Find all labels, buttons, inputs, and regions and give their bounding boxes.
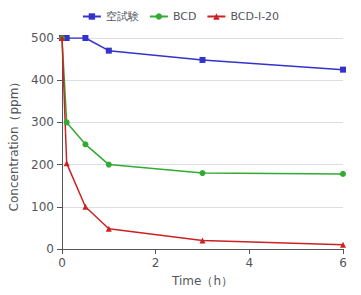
svg-text:200: 200 — [31, 158, 54, 172]
svg-text:6: 6 — [339, 256, 347, 270]
svg-text:0: 0 — [58, 256, 66, 270]
svg-text:BCD: BCD — [173, 10, 197, 23]
svg-text:300: 300 — [31, 115, 54, 129]
svg-text:4: 4 — [246, 256, 254, 270]
svg-text:400: 400 — [31, 73, 54, 87]
svg-text:500: 500 — [31, 31, 54, 45]
svg-text:Concentration（ppm）: Concentration（ppm） — [7, 76, 21, 212]
svg-text:空試験: 空試験 — [106, 10, 139, 23]
svg-text:0: 0 — [46, 242, 54, 256]
svg-text:Time（h）: Time（h） — [171, 274, 233, 288]
svg-text:100: 100 — [31, 200, 54, 214]
svg-text:BCD-I-20: BCD-I-20 — [230, 10, 279, 23]
svg-text:2: 2 — [152, 256, 160, 270]
